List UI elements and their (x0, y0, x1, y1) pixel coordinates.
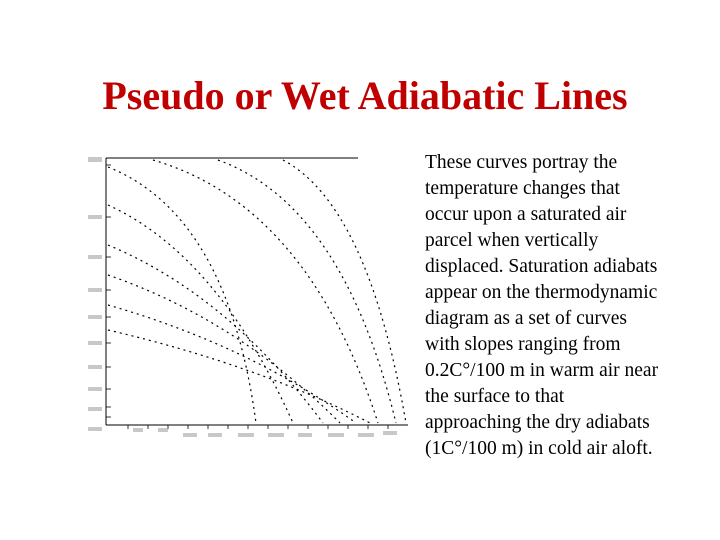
description-line: parcel when vertically (425, 230, 599, 251)
description-line: diagram as a set of curves (425, 308, 627, 329)
bottom-axis-ticks (127, 425, 389, 429)
description-line: These curves portray the (425, 152, 618, 173)
slide-title: Pseudo or Wet Adiabatic Lines (102, 73, 628, 118)
saturation-adiabat-curve (152, 159, 379, 424)
illegible-label-mark (158, 428, 168, 432)
left-axis-ticks (106, 164, 111, 418)
saturation-adiabat-curve (217, 159, 397, 424)
description-line: (1C°/100 m) in cold air aloft. (425, 438, 653, 459)
adiabat-diagram-svg (88, 157, 408, 437)
illegible-label-mark (88, 387, 102, 391)
illegible-label-mark (133, 428, 143, 432)
description-line: the surface to that (425, 386, 565, 407)
illegible-label-mark (88, 315, 102, 319)
illegible-axis-labels (88, 157, 397, 437)
illegible-label-mark (88, 255, 102, 259)
saturation-adiabat-curve (107, 244, 324, 424)
illegible-label-mark (383, 431, 397, 435)
illegible-label-mark (298, 433, 312, 437)
adiabat-diagram (78, 145, 418, 445)
illegible-label-mark (88, 427, 102, 431)
illegible-label-mark (88, 215, 102, 219)
description-line: 0.2C°/100 m in warm air near (425, 360, 659, 381)
illegible-label-mark (358, 433, 374, 437)
illegible-label-mark (88, 157, 102, 162)
description-line: appear on the thermodynamic (425, 282, 658, 303)
saturation-adiabat-curves (107, 159, 407, 424)
illegible-label-mark (88, 288, 102, 292)
illegible-label-mark (328, 433, 344, 437)
description-line: approaching the dry adiabats (425, 412, 650, 433)
saturation-adiabat-curve (107, 304, 357, 424)
description-line: with slopes ranging from (425, 334, 621, 355)
illegible-label-mark (88, 341, 102, 345)
illegible-label-mark (208, 433, 222, 437)
saturation-adiabat-curve (107, 329, 371, 424)
illegible-label-mark (88, 407, 102, 411)
description-line: occur upon a saturated air (425, 204, 627, 225)
illegible-label-mark (183, 433, 197, 437)
illegible-label-mark (238, 433, 254, 437)
saturation-adiabat-curve (107, 204, 294, 424)
description-text: These curves portray the temperature cha… (425, 150, 717, 462)
illegible-label-mark (88, 365, 102, 369)
saturation-adiabat-curve (282, 159, 407, 424)
description-line: temperature changes that (425, 178, 620, 199)
saturation-adiabat-curve (107, 274, 341, 424)
illegible-label-mark (268, 433, 284, 437)
saturation-adiabat-curve (107, 166, 257, 424)
description-line: displaced. Saturation adiabats (425, 256, 658, 277)
